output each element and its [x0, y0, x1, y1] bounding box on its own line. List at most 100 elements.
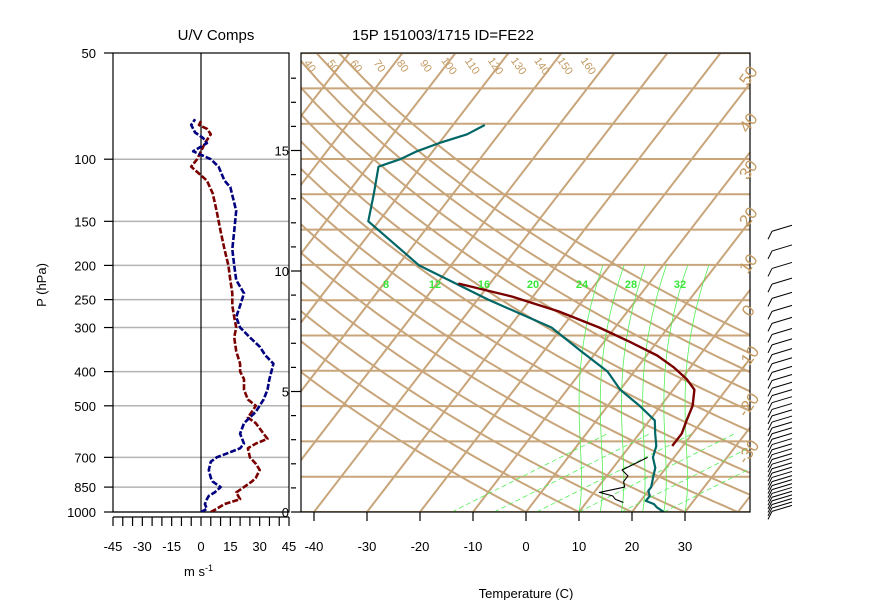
moist-adiabat — [621, 265, 646, 512]
wind-barb-flag — [767, 409, 773, 418]
wind-barb-staff — [771, 490, 793, 498]
wind-barb-flag — [767, 268, 773, 277]
wind-barb-flag — [767, 496, 773, 506]
uv-x-tick-label: -30 — [133, 539, 152, 554]
wind-barb-flag — [767, 468, 773, 477]
uv-x-tick-label: 15 — [223, 539, 237, 554]
wind-barb-staff — [771, 374, 793, 382]
wind-barb-flag — [767, 493, 773, 502]
uv-x-ticks: -45 -30 -15 0 15 30 45 — [104, 516, 296, 554]
potential-temp-label: 80 — [394, 58, 411, 75]
wind-barb-flag — [767, 459, 773, 468]
wind-barb-flag — [767, 372, 773, 381]
skewt-background-lines — [0, 53, 887, 512]
pressure-tick-label: 500 — [74, 399, 96, 414]
wind-barb-staff — [771, 291, 793, 299]
wind-barb-staff — [771, 486, 793, 494]
moist-adiabat — [684, 265, 710, 512]
skewt-panel-title: 15P 151003/1715 ID=FE22 — [352, 27, 534, 44]
potential-temp-label: 130 — [508, 55, 528, 77]
isotherm-line — [578, 288, 750, 512]
dry-adiabat — [315, 53, 750, 355]
temperature-tick-label: 10 — [572, 539, 586, 554]
wind-barb-flag — [767, 402, 773, 411]
potential-temp-label: 110 — [462, 56, 482, 77]
potential-temp-label: 100 — [438, 55, 458, 77]
isotherm-line — [844, 53, 887, 512]
uv-x-tick-label: -15 — [162, 539, 181, 554]
mixing-ratio-label: 20 — [527, 279, 539, 291]
wind-barb-flag — [767, 472, 773, 482]
isotherm-line — [631, 357, 750, 512]
pressure-tick-label: 150 — [74, 214, 96, 229]
pressure-tick-label: 100 — [74, 152, 96, 167]
right-edge-label: 20 — [735, 204, 761, 230]
wind-barb-staff — [771, 453, 793, 461]
wind-barbs — [767, 224, 793, 520]
wind-barb-staff — [771, 462, 793, 470]
wind-barb-staff — [771, 466, 793, 474]
isotherm-line — [301, 53, 563, 393]
mixing-ratio-line — [578, 433, 735, 512]
right-edge-label: -20 — [734, 389, 764, 420]
right-edge-label: 40 — [735, 110, 761, 136]
right-edge-label: 50 — [735, 63, 761, 89]
wind-barb-staff — [771, 415, 793, 423]
potential-temp-label: 160 — [578, 55, 598, 77]
wind-barb-flag — [767, 500, 773, 510]
series-parcel — [457, 282, 696, 447]
pressure-tick-label: 200 — [74, 258, 96, 273]
wind-barb-staff — [771, 483, 793, 491]
pressure-tick-label: 1000 — [67, 505, 96, 520]
uv-x-unit: m s-1 — [184, 563, 213, 579]
isotherm-line — [791, 53, 887, 512]
dry-adiabat — [301, 140, 750, 433]
temperature-tick-label: 0 — [522, 539, 529, 554]
uv-x-tick-label: 45 — [282, 539, 296, 554]
wind-barb-flag — [767, 504, 773, 513]
wind-barb-staff — [771, 448, 793, 456]
moist-adiabat — [578, 265, 604, 512]
potential-temp-label: 40 — [301, 58, 318, 75]
mixing-ratio-line — [536, 433, 693, 512]
mixing-ratio-label: 12 — [429, 279, 441, 291]
mixing-ratio-label: 24 — [576, 279, 589, 291]
moist-adiabat — [642, 265, 667, 512]
wind-barb-staff — [771, 396, 793, 404]
pressure-tick-label: 250 — [74, 293, 96, 308]
pressure-tick-label: 400 — [74, 365, 96, 380]
wind-barb-flag — [767, 415, 773, 425]
isotherm-line — [301, 53, 351, 118]
wind-barb-flag — [767, 481, 773, 490]
temperature-tick-label: 20 — [625, 539, 639, 554]
wind-barb-staff — [771, 497, 793, 505]
wind-barb-flag — [767, 311, 773, 320]
wind-barb-flag — [767, 427, 773, 437]
isotherm-line — [419, 81, 750, 512]
wind-barb-staff — [771, 457, 793, 465]
wind-barb-flag — [767, 463, 773, 473]
wind-barb-flag — [767, 485, 773, 494]
dry-adiabat — [301, 86, 750, 393]
wind-barb-flag — [767, 250, 773, 260]
series-dewpoint — [598, 456, 648, 504]
wind-barb-staff — [771, 277, 793, 285]
isotherm-line — [0, 53, 137, 512]
dry-adiabat — [301, 194, 750, 475]
wind-barb-flag — [767, 354, 773, 363]
temperature-tick-label: -20 — [411, 539, 430, 554]
dry-adiabat — [301, 251, 741, 512]
moist-adiabat — [663, 265, 688, 512]
height-tick-label: 0 — [282, 505, 289, 520]
potential-temp-label: 60 — [347, 58, 364, 75]
series-u — [189, 120, 269, 512]
potential-temp-label: 70 — [371, 58, 388, 75]
wind-barb-flag — [767, 363, 773, 372]
wind-barb-staff — [771, 501, 793, 509]
height-tick-label: 15 — [275, 144, 289, 159]
pressure-tick-label: 300 — [74, 321, 96, 336]
wind-barb-flag — [767, 298, 773, 307]
pressure-tick-label: 700 — [74, 450, 96, 465]
wind-barb-staff — [771, 443, 793, 451]
